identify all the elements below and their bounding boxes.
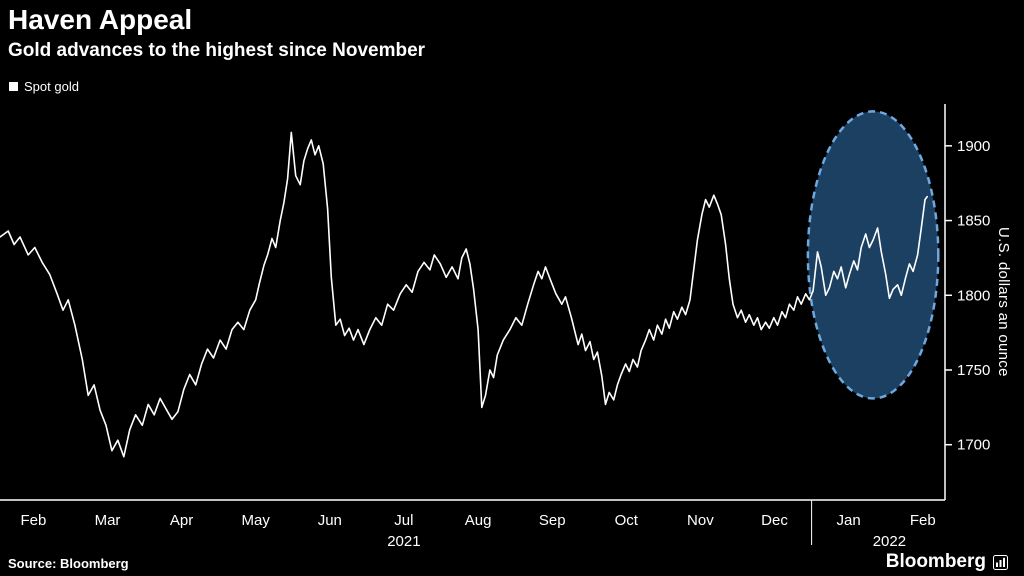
price-line	[0, 131, 929, 458]
chart-subtitle: Gold advances to the highest since Novem…	[8, 40, 426, 62]
source-credit: Source: Bloomberg	[8, 556, 129, 571]
legend: Spot gold	[9, 79, 79, 94]
bloomberg-logo: Bloomberg	[886, 551, 1008, 573]
chart-header: Haven Appeal Gold advances to the highes…	[8, 4, 425, 62]
x-tick-label: Oct	[615, 512, 639, 529]
x-tick-label: May	[242, 512, 271, 529]
x-tick-label: Sep	[539, 512, 566, 529]
x-tick-label: Jan	[837, 512, 861, 529]
highlight-ellipse	[806, 110, 940, 400]
x-year-label: 2022	[873, 533, 906, 550]
bloomberg-wordmark: Bloomberg	[885, 551, 986, 572]
y-tick-label: 1900	[957, 138, 990, 155]
y-tick-label: 1800	[957, 287, 990, 304]
x-year-label: 2021	[387, 533, 420, 550]
x-tick-label: Feb	[910, 512, 936, 529]
x-tick-label: Jun	[318, 512, 342, 529]
x-tick-label: Feb	[20, 512, 46, 529]
terminal-bars-icon	[993, 554, 1008, 570]
chart-title: Haven Appeal	[8, 4, 193, 35]
x-tick-label: Dec	[761, 512, 788, 529]
footer: Source: Bloomberg Bloomberg	[0, 548, 1024, 576]
x-tick-label: Apr	[170, 512, 193, 529]
x-tick-label: Mar	[95, 512, 121, 529]
y-tick-label: 1850	[957, 213, 990, 230]
legend-label: Spot gold	[24, 79, 79, 94]
y-axis-title: U.S. dollars an ounce	[995, 227, 1012, 377]
y-tick-label: 1700	[957, 437, 990, 454]
y-tick-label: 1750	[957, 362, 990, 379]
x-tick-label: Jul	[394, 512, 413, 529]
legend-marker-square	[9, 82, 18, 91]
x-tick-label: Nov	[687, 512, 714, 529]
x-tick-label: Aug	[465, 512, 492, 529]
